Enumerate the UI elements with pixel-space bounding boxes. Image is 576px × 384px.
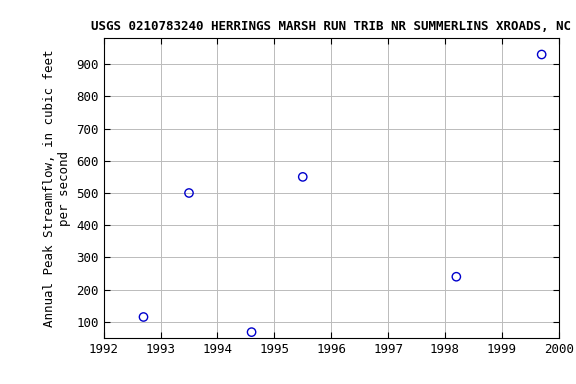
Title: USGS 0210783240 HERRINGS MARSH RUN TRIB NR SUMMERLINS XROADS, NC: USGS 0210783240 HERRINGS MARSH RUN TRIB … [91, 20, 571, 33]
Point [139, 314, 148, 320]
Point [298, 174, 308, 180]
Point [537, 51, 546, 58]
Point [247, 329, 256, 335]
Point [184, 190, 194, 196]
Point [452, 274, 461, 280]
Y-axis label: Annual Peak Streamflow, in cubic feet
per second: Annual Peak Streamflow, in cubic feet pe… [43, 50, 71, 327]
